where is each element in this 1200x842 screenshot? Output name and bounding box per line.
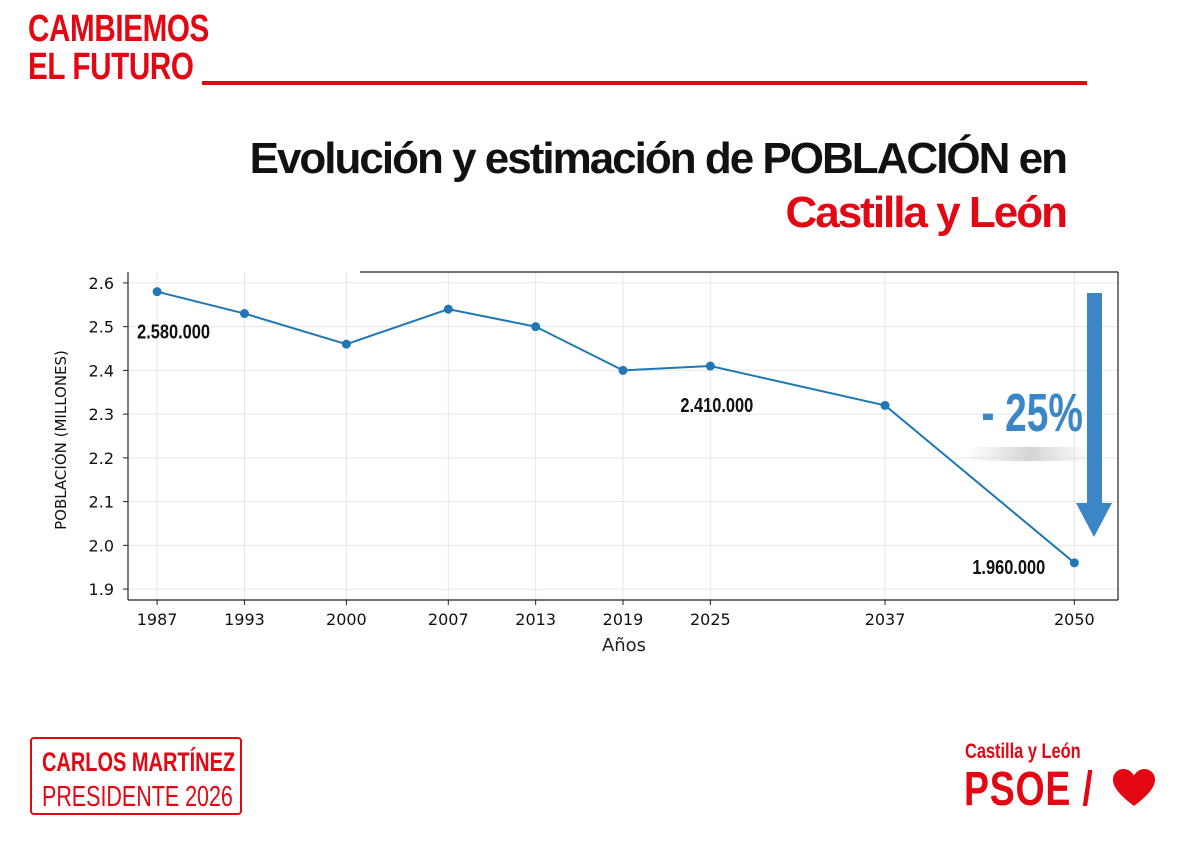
slogan-line-2: EL FUTURO <box>28 46 194 88</box>
x-tick-label: 2013 <box>515 610 556 629</box>
x-axis-label: Años <box>602 635 646 656</box>
y-tick-label: 2.2 <box>89 449 114 468</box>
change-label: - 25% <box>981 382 1083 443</box>
x-tick-label: 2000 <box>326 610 367 629</box>
data-point <box>239 309 249 319</box>
y-tick-label: 2.3 <box>89 405 114 424</box>
data-point <box>1069 558 1079 568</box>
data-label: 2.410.000 <box>680 393 753 416</box>
title-line-1: Evolución y estimación de POBLACIÓN en <box>249 134 1068 183</box>
x-tick-label: 2019 <box>603 610 644 629</box>
data-point <box>443 304 453 314</box>
decline-arrow-shaft <box>1087 293 1102 505</box>
x-tick-label: 2050 <box>1054 610 1095 629</box>
x-tick-label: 2037 <box>865 610 906 629</box>
data-point <box>705 361 715 371</box>
data-point <box>531 322 541 332</box>
series-line <box>156 290 1075 564</box>
y-axis-label: POBLACIÓN (MILLONES) <box>51 350 70 530</box>
x-tick-label: 1993 <box>224 610 265 629</box>
y-tick-label: 2.4 <box>89 361 114 380</box>
party-brand: PSOE / <box>964 763 1094 816</box>
slogan-divider <box>202 81 1087 85</box>
change-label-shadow <box>965 447 1095 461</box>
candidate-role: PRESIDENTE 2026 <box>42 781 233 813</box>
y-tick-label: 2.1 <box>89 493 114 512</box>
y-tick-label: 1.9 <box>89 580 114 599</box>
party-region: Castilla y León <box>965 740 1081 763</box>
y-tick-label: 2.0 <box>89 536 114 555</box>
data-label: 2.580.000 <box>137 320 210 343</box>
data-point <box>341 339 351 349</box>
slogan-line-1: CAMBIEMOS <box>28 8 209 50</box>
data-point <box>880 400 890 410</box>
x-tick-label: 2007 <box>428 610 469 629</box>
data-label: 1.960.000 <box>972 555 1045 578</box>
candidate-name: CARLOS MARTÍNEZ <box>42 747 236 777</box>
page-title: Evolución y estimación de POBLACIÓN en C… <box>249 132 1068 240</box>
decline-arrow-head <box>1076 503 1112 537</box>
title-line-2: Castilla y León <box>785 188 1068 237</box>
data-point <box>618 365 628 375</box>
data-point <box>152 287 162 297</box>
y-tick-label: 2.5 <box>89 318 114 337</box>
candidate-badge: CARLOS MARTÍNEZ PRESIDENTE 2026 <box>30 737 242 815</box>
heart-icon <box>1113 769 1155 812</box>
x-tick-label: 2025 <box>690 610 731 629</box>
y-tick-label: 2.6 <box>89 274 114 293</box>
party-logo: Castilla y León PSOE / <box>962 738 1162 818</box>
x-tick-label: 1987 <box>137 610 178 629</box>
campaign-slogan: CAMBIEMOS EL FUTURO <box>28 10 209 86</box>
